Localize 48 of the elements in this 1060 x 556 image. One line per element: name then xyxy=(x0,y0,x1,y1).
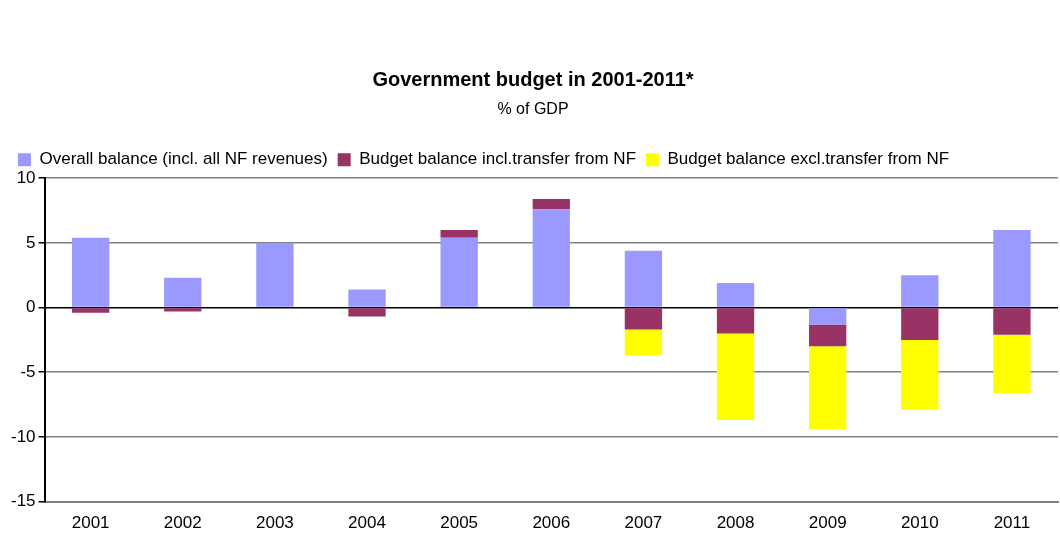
legend-label: Overall balance (incl. all NF revenues) xyxy=(39,149,328,169)
x-tick-label: 2010 xyxy=(900,513,939,533)
legend-label: Budget balance excl.transfer from NF xyxy=(667,149,950,169)
chart-title: Government budget in 2001-2011* xyxy=(372,67,694,90)
x-tick-label: 2005 xyxy=(440,513,479,533)
x-tick-label: 2002 xyxy=(163,513,202,533)
bar xyxy=(809,324,847,347)
bar xyxy=(624,329,663,356)
bar xyxy=(164,308,202,312)
x-tick-label: 2003 xyxy=(255,513,294,533)
y-tick-label: 5 xyxy=(26,232,36,252)
bar xyxy=(532,209,570,307)
bar xyxy=(440,237,478,307)
legend-label: Budget balance incl.transfer from NF xyxy=(359,149,637,169)
bar xyxy=(71,237,110,307)
bar xyxy=(164,277,202,307)
x-tick-label: 2004 xyxy=(348,513,386,533)
bar xyxy=(716,282,755,307)
y-tick-label: -10 xyxy=(10,426,36,446)
bar xyxy=(809,346,847,430)
bar xyxy=(809,308,847,325)
bar xyxy=(901,308,939,340)
chart-subtitle: % of GDP xyxy=(497,100,569,118)
x-tick-label: 2007 xyxy=(624,513,663,533)
bar xyxy=(993,229,1031,307)
bar xyxy=(348,308,386,317)
bar xyxy=(716,308,755,334)
bar xyxy=(901,275,939,307)
bar xyxy=(993,334,1031,393)
x-tick-label: 2011 xyxy=(993,513,1031,533)
bar xyxy=(348,289,386,307)
bar xyxy=(256,242,294,307)
bar xyxy=(716,333,755,421)
x-tick-label: 2006 xyxy=(532,513,571,533)
x-tick-label: 2008 xyxy=(716,513,755,533)
y-tick-label: -5 xyxy=(20,361,36,381)
y-tick-label: 10 xyxy=(16,167,36,187)
x-tick-label: 2001 xyxy=(71,513,110,533)
bar xyxy=(71,308,110,313)
x-tick-label: 2009 xyxy=(808,513,847,533)
bar xyxy=(624,308,663,330)
bar xyxy=(993,308,1031,335)
bar xyxy=(532,198,570,210)
bar xyxy=(440,229,478,238)
bar xyxy=(901,339,939,410)
y-tick-label: -15 xyxy=(10,491,36,511)
y-tick-label: 0 xyxy=(26,297,36,317)
bar xyxy=(624,250,663,307)
